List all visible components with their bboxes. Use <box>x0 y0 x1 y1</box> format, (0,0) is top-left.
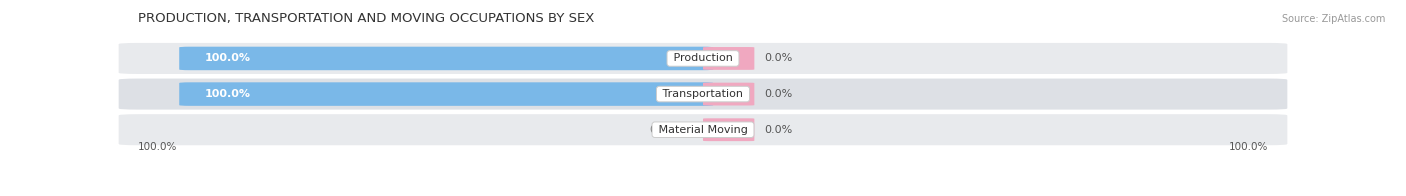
FancyBboxPatch shape <box>179 47 713 70</box>
FancyBboxPatch shape <box>118 77 1288 111</box>
FancyBboxPatch shape <box>703 47 755 70</box>
Text: Material Moving: Material Moving <box>655 125 751 135</box>
Text: 0.0%: 0.0% <box>765 89 793 99</box>
Text: 0.0%: 0.0% <box>650 125 678 135</box>
FancyBboxPatch shape <box>179 82 713 106</box>
FancyBboxPatch shape <box>118 113 1288 146</box>
Text: 100.0%: 100.0% <box>1229 142 1268 152</box>
Text: Transportation: Transportation <box>659 89 747 99</box>
FancyBboxPatch shape <box>118 42 1288 75</box>
Text: 0.0%: 0.0% <box>765 125 793 135</box>
Text: 0.0%: 0.0% <box>765 54 793 64</box>
Text: 100.0%: 100.0% <box>205 54 250 64</box>
Text: Production: Production <box>669 54 737 64</box>
Text: 100.0%: 100.0% <box>205 89 250 99</box>
Text: PRODUCTION, TRANSPORTATION AND MOVING OCCUPATIONS BY SEX: PRODUCTION, TRANSPORTATION AND MOVING OC… <box>138 12 595 24</box>
Text: Source: ZipAtlas.com: Source: ZipAtlas.com <box>1281 14 1385 24</box>
Text: 100.0%: 100.0% <box>138 142 177 152</box>
FancyBboxPatch shape <box>703 118 755 141</box>
FancyBboxPatch shape <box>703 83 755 105</box>
